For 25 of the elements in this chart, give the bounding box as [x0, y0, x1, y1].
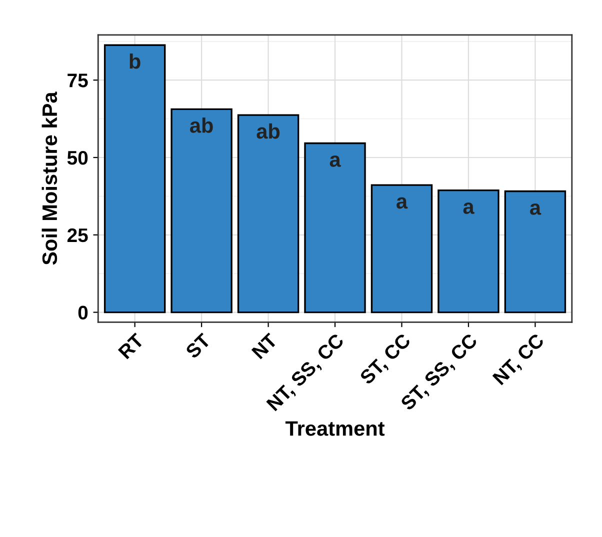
y-axis-title: Soil Moisture kPa	[42, 92, 58, 265]
annotation: a	[396, 197, 408, 209]
bar	[170, 108, 232, 314]
annotation: a	[463, 202, 474, 214]
bar	[104, 44, 166, 314]
annotation: ab	[190, 118, 213, 133]
y-tick-label: 0	[78, 306, 88, 320]
bar	[438, 189, 500, 314]
annotation: a	[330, 155, 341, 167]
bar	[304, 142, 366, 314]
annotation: b	[130, 53, 140, 69]
bar	[237, 114, 300, 314]
x-tick-label: NT	[251, 332, 278, 360]
y-tick-label: 25	[67, 228, 88, 242]
x-tick-label: ST, CC	[358, 332, 414, 388]
annotation: a	[530, 203, 542, 215]
y-tick-label: 50	[67, 150, 88, 165]
bar	[504, 190, 566, 314]
x-tick-label: NT, CC	[492, 332, 547, 388]
x-tick-label: ST	[184, 332, 212, 360]
annotation: ab	[256, 123, 280, 139]
bar	[370, 184, 433, 314]
x-axis-title: Treatment	[285, 421, 385, 436]
y-tick-label: 75	[68, 74, 88, 88]
x-tick-label: RT	[118, 332, 145, 360]
